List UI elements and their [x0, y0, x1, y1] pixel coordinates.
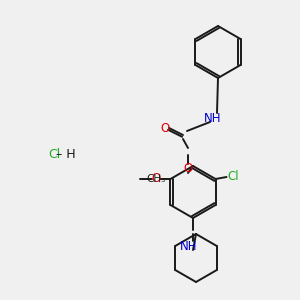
Text: NH: NH	[204, 112, 222, 124]
Text: O: O	[183, 161, 193, 175]
Text: O: O	[152, 172, 161, 185]
Text: NH: NH	[180, 239, 198, 253]
Text: CH₃: CH₃	[146, 174, 166, 184]
Text: O: O	[160, 122, 169, 134]
Text: Cl: Cl	[228, 170, 239, 184]
Text: – H: – H	[56, 148, 76, 161]
Text: Cl: Cl	[48, 148, 60, 161]
